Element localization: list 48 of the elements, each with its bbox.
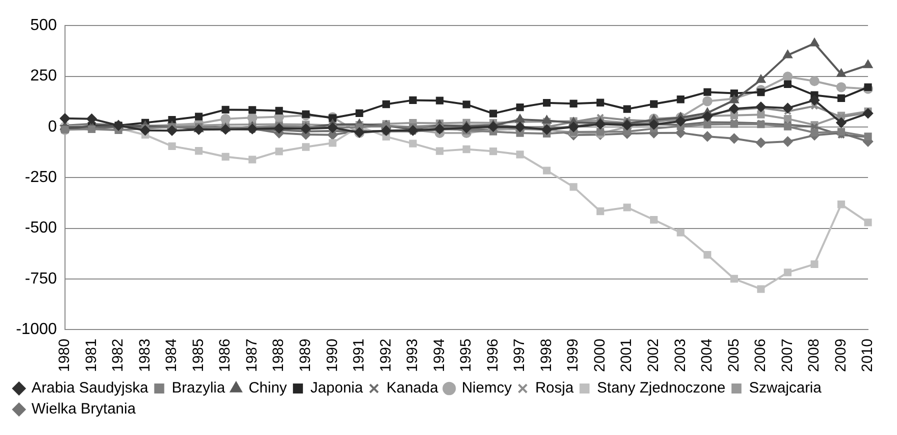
x-tick-label: 1981 (82, 338, 100, 372)
x-tick-label: 1995 (458, 338, 475, 372)
x-tick-label: 1993 (404, 338, 422, 372)
legend-label: Brazylia (172, 380, 226, 397)
x-tick-label: 1996 (484, 338, 502, 372)
legend-label: Niemcy (462, 380, 512, 397)
x-tick-label: 2009 (832, 338, 850, 372)
x-tick-label: 1986 (216, 338, 234, 372)
legend-label: Arabia Saudyjska (32, 380, 149, 397)
legend-label: Stany Zjednoczone (597, 380, 726, 397)
x-tick-label: 1992 (377, 338, 394, 372)
x-tick-label: 1983 (136, 338, 154, 372)
x-tick-label: 1989 (296, 338, 314, 372)
x-tick-label: 1998 (538, 338, 555, 372)
y-tick-label: -1000 (16, 321, 58, 338)
legend-label: Szwajcaria (748, 380, 822, 397)
legend-label: Chiny (248, 380, 288, 397)
x-tick-label: 1985 (190, 338, 207, 372)
x-tick-label: 2004 (698, 338, 716, 372)
x-tick-label: 1999 (564, 338, 582, 372)
x-tick-label: 2008 (806, 338, 823, 372)
y-tick-label: 500 (30, 17, 58, 34)
x-tick-label: 1991 (350, 338, 368, 372)
legend-label: Wielka Brytania (32, 400, 136, 418)
x-tick-label: 1997 (511, 338, 528, 372)
x-tick-label: 2000 (591, 338, 608, 372)
x-tick-label: 1982 (110, 338, 127, 372)
x-tick-label: 2006 (752, 338, 770, 372)
y-tick-label: -250 (24, 169, 58, 186)
y-tick-label: 250 (30, 68, 58, 85)
x-tick-label: 2001 (618, 338, 636, 372)
x-tick-label: 1990 (324, 338, 341, 372)
x-tick-label: 2007 (778, 338, 796, 372)
y-tick-label: 0 (48, 118, 58, 136)
x-tick-label: 2002 (644, 338, 662, 372)
x-tick-label: 1988 (270, 338, 288, 372)
legend-label: Kanada (386, 380, 439, 397)
x-tick-label: 1980 (56, 338, 74, 372)
x-tick-label: 1994 (430, 338, 448, 372)
y-tick-label: -500 (24, 220, 58, 237)
y-tick-label: -750 (24, 270, 58, 288)
legend-label: Rosja (535, 380, 574, 397)
x-tick-label: 2010 (859, 338, 876, 372)
x-tick-label: 1987 (243, 338, 260, 372)
x-tick-label: 2003 (672, 338, 689, 372)
x-tick-label: 1984 (163, 338, 180, 372)
legend-label: Japonia (310, 380, 364, 397)
x-tick-label: 2005 (725, 338, 742, 372)
